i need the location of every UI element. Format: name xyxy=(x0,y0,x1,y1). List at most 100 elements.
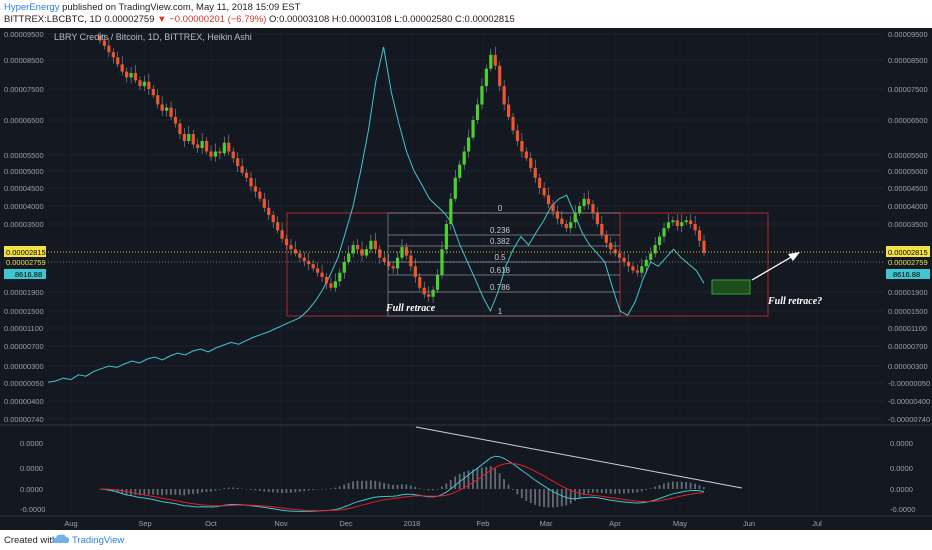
candle xyxy=(307,261,311,265)
target-box[interactable] xyxy=(711,279,751,295)
fib-level-label: 0.618 xyxy=(490,266,511,275)
y-tick-label-right: 0.00005000 xyxy=(888,167,928,176)
macd-histogram-bar xyxy=(489,466,492,489)
candle xyxy=(649,253,653,260)
last-price-tag-left-text: 0.00002759 xyxy=(6,258,46,267)
candle xyxy=(284,238,289,246)
macd-histogram-bar xyxy=(289,489,292,493)
macd-histogram-bar xyxy=(99,489,101,490)
candle xyxy=(231,151,235,159)
macd-histogram-bar xyxy=(387,484,390,489)
macd-histogram-bar xyxy=(147,489,150,495)
macd-histogram-bar xyxy=(449,479,452,489)
y-tick-label-left: 0.00008500 xyxy=(4,56,44,65)
candle xyxy=(120,64,124,72)
candle xyxy=(431,289,435,297)
x-tick-label: Jun xyxy=(743,519,755,528)
candle xyxy=(520,141,524,152)
candle xyxy=(204,141,209,152)
candle xyxy=(622,257,626,262)
fib-level-label: 0.236 xyxy=(490,226,511,235)
author-link[interactable]: HyperEnergy xyxy=(4,2,60,13)
candle xyxy=(604,234,608,243)
candle xyxy=(653,245,657,254)
last-price-tag-left xyxy=(4,257,46,268)
macd-histogram-bar xyxy=(112,489,115,492)
macd-histogram-bar xyxy=(498,473,501,489)
x-tick-label: Apr xyxy=(609,519,621,528)
created-with-text: Created with xyxy=(4,535,58,546)
macd-histogram-bar xyxy=(187,489,190,495)
macd-histogram-bar xyxy=(250,489,252,490)
annotation-full-retrace-question: Full retrace? xyxy=(767,296,822,307)
price-chart[interactable]: 0 0.236 0.382 0.5 0.618 0.786 1 Full retrace F… xyxy=(0,28,932,530)
candle xyxy=(182,134,186,141)
macd-histogram-bar xyxy=(569,489,572,504)
fib-retracement[interactable]: 0 0.236 0.382 0.5 0.618 0.786 1 xyxy=(387,204,620,317)
macd-histogram-bar xyxy=(658,485,661,489)
candle xyxy=(147,81,151,89)
candle xyxy=(524,151,528,159)
y-tick-label-left: 0.00006500 xyxy=(4,116,44,125)
macd-histogram-bar xyxy=(600,489,603,493)
macd-histogram-bar xyxy=(361,480,363,489)
macd-histogram-bar xyxy=(667,482,670,489)
macd-histogram-bar xyxy=(210,489,212,492)
candle xyxy=(338,272,342,282)
y-tick-label-left: 0.00004500 xyxy=(4,184,44,193)
macd-histogram-bar xyxy=(618,489,621,494)
macd-histogram-bar xyxy=(405,484,408,489)
candle xyxy=(191,134,195,145)
candle xyxy=(564,224,568,229)
macd-tick-label-right: 0.0000 xyxy=(890,485,913,494)
y-tick-label-left: 0.00000300 xyxy=(4,362,44,371)
y-tick-label-left: 0.00005000 xyxy=(4,167,44,176)
candle xyxy=(102,40,107,46)
macd-histogram-bar xyxy=(143,489,146,495)
trendline[interactable] xyxy=(415,426,743,489)
macd-histogram-bar xyxy=(418,488,421,489)
y-tick-label-left: 0.00001900 xyxy=(4,288,44,297)
macd-histogram-bar xyxy=(623,489,625,494)
macd-histogram-bar xyxy=(201,489,203,493)
candle xyxy=(471,120,475,138)
macd-histogram-bar xyxy=(134,489,137,495)
macd-histogram-bar xyxy=(552,489,554,508)
macd-histogram-bar xyxy=(396,484,399,489)
macd-histogram-bar xyxy=(432,489,434,491)
y-tick-label-right: 0.00009500 xyxy=(888,30,928,39)
macd-histogram-bar xyxy=(454,476,457,489)
macd-histogram-bar xyxy=(343,484,346,489)
candle xyxy=(631,266,635,271)
candle xyxy=(236,158,240,167)
macd-histogram-bar xyxy=(560,489,563,507)
macd-histogram-bar xyxy=(591,489,594,493)
last-close-tag-left-text: 0.00002815 xyxy=(6,248,46,257)
candle xyxy=(511,116,515,131)
comparison-line xyxy=(47,46,705,383)
fib-level-label: 0 xyxy=(498,204,503,213)
macd-histogram-bar xyxy=(383,482,386,489)
macd-histogram-bar xyxy=(272,489,275,493)
candle xyxy=(404,247,409,256)
candle xyxy=(347,253,351,262)
candle xyxy=(165,107,169,111)
candle xyxy=(209,151,213,157)
macd-histogram-bar xyxy=(307,489,310,491)
macd-histogram-bar xyxy=(503,479,505,489)
macd-histogram-bar xyxy=(427,489,430,491)
macd-histogram-bar xyxy=(587,489,590,494)
candle xyxy=(107,45,111,53)
candle xyxy=(493,54,497,66)
macd-pane: 0.0000 0.0000 0.0000 0.0000 0.0000 0.0000 -0.0… xyxy=(20,439,915,514)
comparison-tag-right xyxy=(886,269,930,279)
macd-histogram-bar xyxy=(480,467,483,489)
macd-histogram-bar xyxy=(631,489,634,493)
candle xyxy=(458,164,462,178)
candle xyxy=(613,249,617,254)
macd-histogram-bar xyxy=(236,487,239,489)
tradingview-brand[interactable]: TradingView xyxy=(72,535,125,546)
macd-histogram-bar xyxy=(374,480,377,489)
candle xyxy=(187,134,191,141)
macd-histogram-bar xyxy=(205,489,208,492)
